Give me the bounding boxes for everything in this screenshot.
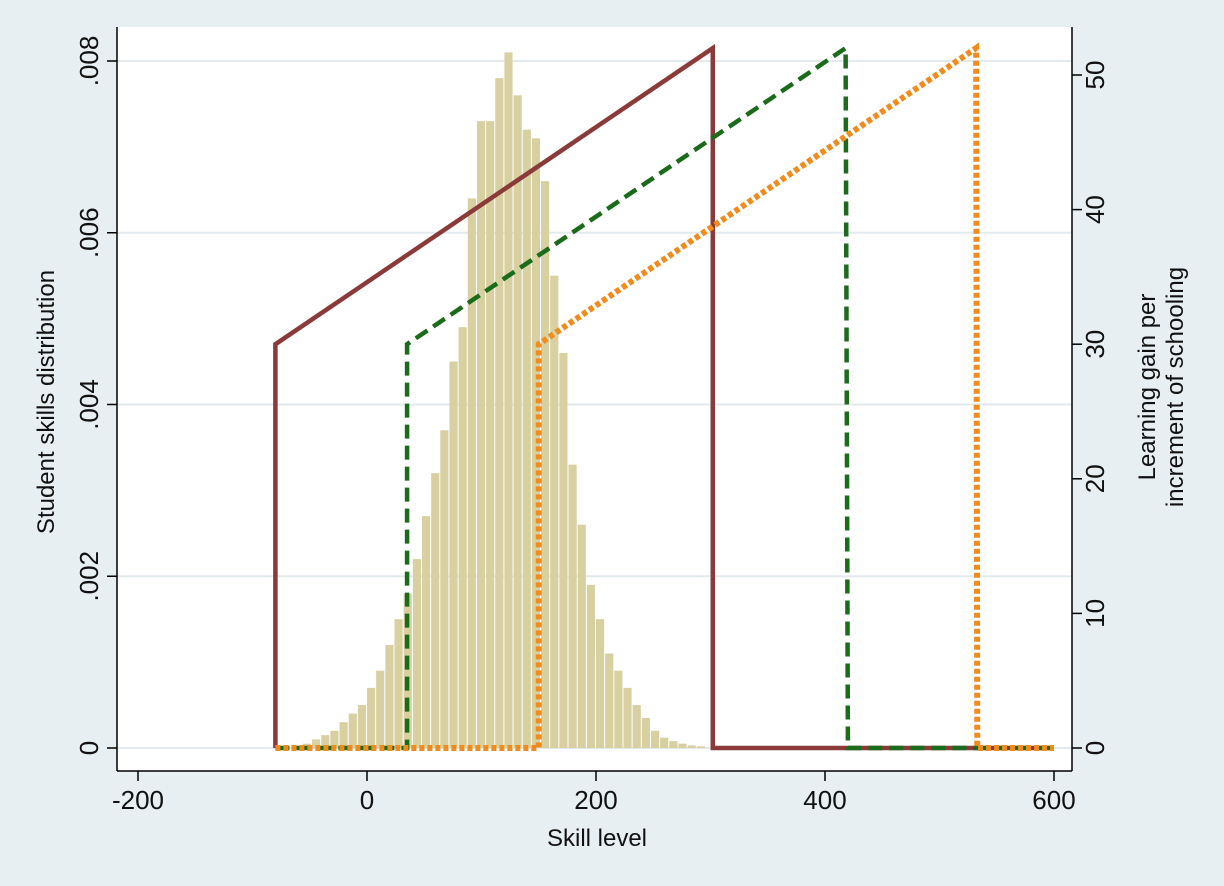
histogram-bar-23	[513, 95, 522, 749]
histogram-bar-34	[614, 670, 623, 748]
histogram-bar-9	[385, 644, 394, 748]
histogram-bar-24	[522, 129, 531, 748]
histogram-bar-39	[660, 737, 669, 748]
histogram-bar-31	[586, 584, 595, 748]
histogram-bar-42	[687, 745, 696, 748]
x-tick-label-1: 0	[360, 785, 374, 815]
histogram-bar-8	[376, 670, 385, 748]
histogram-bar-43	[696, 746, 705, 748]
y2-tick-label-5: 50	[1080, 61, 1110, 90]
histogram-bar-14	[431, 473, 440, 748]
histogram-bar-3	[330, 730, 339, 748]
y2-axis-title-line2: increment of schooling	[1162, 267, 1189, 507]
histogram-bar-4	[339, 722, 348, 748]
histogram-bar-10	[394, 619, 403, 748]
y-tick-label-3: .006	[74, 207, 104, 258]
learning-gain-lines	[273, 42, 1054, 751]
histogram-bar-17	[458, 327, 467, 748]
histogram-bar-37	[641, 717, 650, 748]
y2-tick-label-1: 10	[1080, 599, 1110, 628]
histogram-bar-40	[669, 741, 678, 748]
y-tick-label-2: .004	[74, 379, 104, 430]
histogram-bar-35	[623, 687, 632, 748]
histogram-bar-21	[495, 78, 504, 749]
histogram-bar-30	[577, 524, 586, 748]
histogram-bar-11	[403, 593, 412, 748]
x-axis-title: Skill level	[547, 825, 647, 852]
histogram-bar-33	[605, 653, 614, 748]
histogram-bar-6	[357, 705, 366, 748]
histogram-bar-27	[550, 275, 559, 748]
y2-tick-label-0: 0	[1080, 741, 1110, 755]
histogram-bar-7	[367, 687, 376, 748]
series-line-1	[275, 43, 1054, 751]
histogram-bar-5	[348, 713, 357, 748]
axes	[116, 27, 1073, 772]
histogram-bar-19	[476, 121, 486, 749]
y-axis-title: Student skills distribution	[33, 270, 60, 534]
x-tick-label-4: 600	[1032, 785, 1075, 815]
histogram-bar-22	[504, 52, 513, 749]
histogram-bar-12	[412, 559, 421, 748]
y2-tick-label-3: 30	[1080, 330, 1110, 359]
x-tick-label-3: 400	[803, 785, 846, 815]
histogram-bar-2	[321, 735, 330, 748]
histogram-bar-1	[312, 739, 321, 748]
histogram-bar-13	[421, 516, 431, 748]
series-line-0	[273, 43, 1054, 751]
y2-tick-label-4: 40	[1080, 195, 1110, 224]
histogram-bar-20	[486, 121, 495, 749]
y-tick-label-0: 0	[74, 741, 104, 755]
tick-marks: -200 0 200 400 600 0 .002 .004 .006 .008 0 10 20 30 40…	[74, 36, 1110, 815]
histogram-bar-16	[449, 361, 458, 748]
histogram-bar-36	[632, 705, 641, 748]
histogram-bar-26	[541, 181, 550, 749]
histogram-bar-38	[650, 730, 660, 748]
histogram-bar-41	[678, 743, 687, 748]
histogram-bar-18	[467, 198, 476, 748]
x-tick-label-0: -200	[112, 785, 164, 815]
y2-axis-title-line1: Learning gain per	[1134, 294, 1161, 481]
x-tick-label-2: 200	[574, 785, 617, 815]
y-tick-label-4: .008	[74, 36, 104, 87]
histogram-bar-28	[559, 352, 568, 748]
series-line-2	[275, 42, 1054, 751]
y-tick-label-1: .002	[74, 551, 104, 602]
y2-tick-label-2: 20	[1080, 464, 1110, 493]
histogram-bar-15	[440, 430, 449, 748]
histogram-bar-32	[596, 619, 605, 748]
histogram-bar-29	[568, 464, 577, 748]
